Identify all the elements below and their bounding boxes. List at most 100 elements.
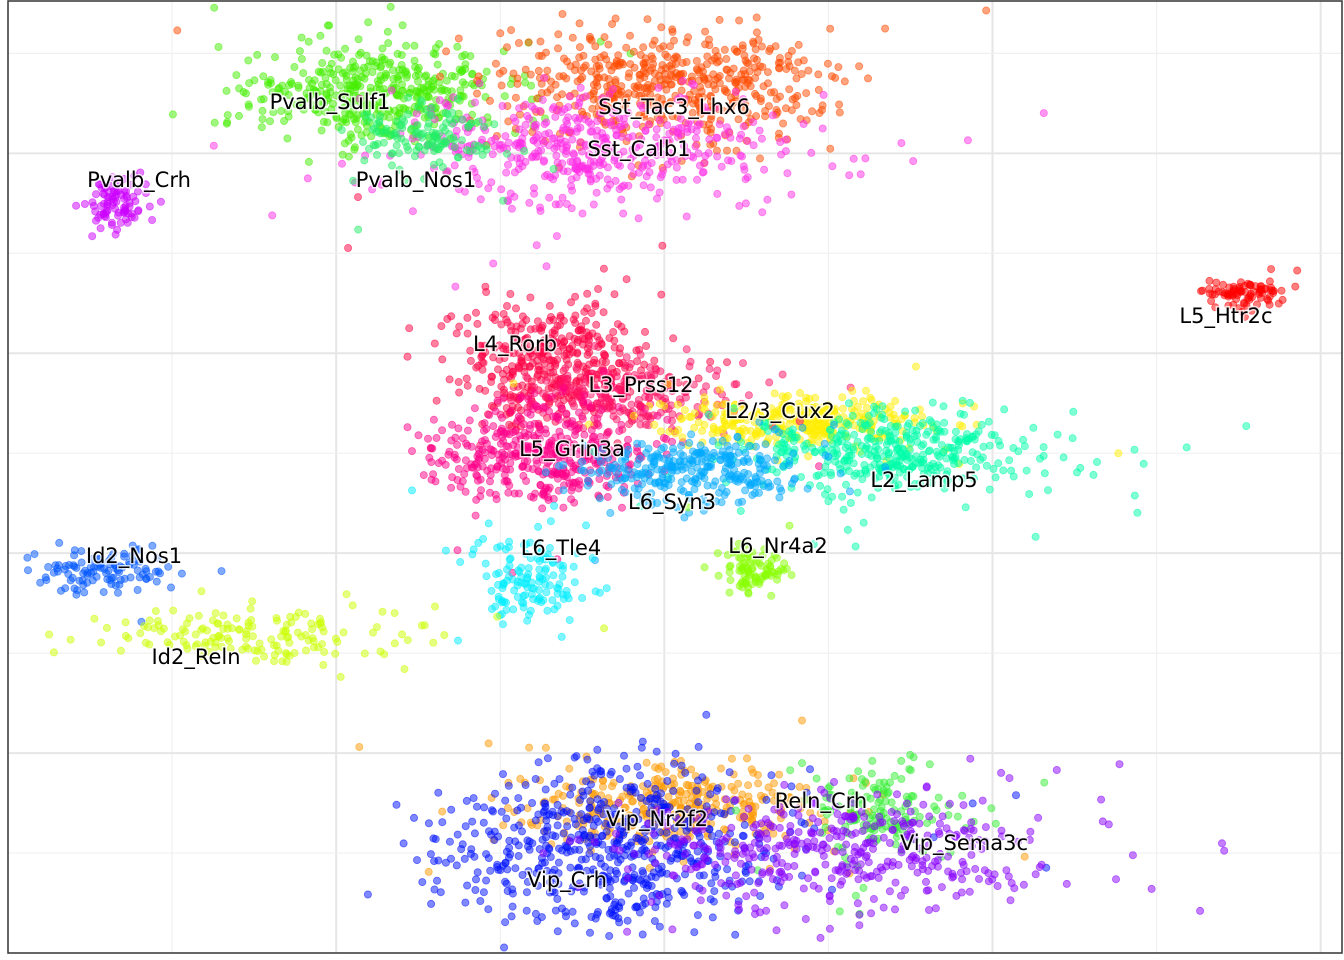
data-point bbox=[650, 420, 659, 429]
data-point bbox=[524, 38, 533, 47]
data-point bbox=[1068, 434, 1077, 443]
data-point bbox=[614, 402, 623, 411]
data-point bbox=[726, 451, 735, 460]
data-point bbox=[591, 302, 600, 311]
data-point bbox=[308, 625, 317, 634]
data-point bbox=[402, 73, 411, 82]
data-point bbox=[790, 66, 799, 75]
data-point bbox=[828, 445, 837, 454]
data-point bbox=[804, 66, 813, 75]
data-point bbox=[455, 322, 464, 331]
data-point bbox=[1039, 443, 1048, 452]
data-point bbox=[835, 100, 844, 109]
data-point bbox=[783, 169, 792, 178]
data-point bbox=[1133, 508, 1142, 517]
data-point bbox=[709, 70, 718, 79]
data-point bbox=[491, 407, 500, 416]
data-point bbox=[1291, 282, 1300, 291]
data-point bbox=[538, 504, 547, 513]
data-point bbox=[399, 839, 408, 848]
data-point bbox=[343, 97, 352, 106]
data-point bbox=[530, 105, 539, 114]
data-point bbox=[555, 461, 564, 470]
data-point bbox=[1059, 453, 1068, 462]
data-point bbox=[649, 148, 658, 157]
data-point bbox=[541, 785, 550, 794]
data-point bbox=[592, 188, 601, 197]
data-point bbox=[1130, 491, 1139, 500]
data-point bbox=[835, 108, 844, 117]
data-point bbox=[1089, 470, 1098, 479]
data-point bbox=[740, 820, 749, 829]
data-point bbox=[812, 471, 821, 480]
data-point bbox=[80, 199, 89, 208]
data-point bbox=[994, 436, 1003, 445]
data-point bbox=[489, 259, 498, 268]
data-point bbox=[337, 159, 346, 168]
data-point bbox=[570, 421, 579, 430]
data-point bbox=[541, 468, 550, 477]
data-point bbox=[403, 636, 412, 645]
data-point bbox=[549, 494, 558, 503]
data-point bbox=[678, 175, 687, 184]
data-point bbox=[127, 212, 136, 221]
data-point bbox=[701, 27, 710, 36]
data-point bbox=[432, 396, 441, 405]
data-point bbox=[435, 40, 444, 49]
data-point bbox=[502, 442, 511, 451]
data-point bbox=[720, 45, 729, 54]
data-point bbox=[512, 304, 521, 313]
data-point bbox=[134, 207, 143, 216]
data-point bbox=[541, 425, 550, 434]
data-point bbox=[863, 434, 872, 443]
data-point bbox=[463, 381, 472, 390]
data-point bbox=[559, 829, 568, 838]
data-point bbox=[1040, 469, 1049, 478]
data-point bbox=[248, 597, 257, 606]
data-point bbox=[339, 628, 348, 637]
data-point bbox=[556, 311, 565, 320]
data-point bbox=[504, 781, 513, 790]
data-point bbox=[712, 103, 721, 112]
data-point bbox=[214, 619, 223, 628]
data-point bbox=[502, 315, 511, 324]
data-point bbox=[363, 117, 372, 126]
data-point bbox=[1005, 456, 1014, 465]
data-point bbox=[283, 134, 292, 143]
data-point bbox=[514, 566, 523, 575]
data-point bbox=[481, 386, 490, 395]
data-point bbox=[628, 145, 637, 154]
data-point bbox=[746, 426, 755, 435]
data-point bbox=[498, 620, 507, 629]
data-point bbox=[340, 103, 349, 112]
data-point bbox=[779, 119, 788, 128]
data-point bbox=[572, 378, 581, 387]
data-point bbox=[498, 102, 507, 111]
data-point bbox=[66, 635, 75, 644]
data-point bbox=[393, 73, 402, 82]
data-point bbox=[430, 339, 439, 348]
data-point bbox=[308, 90, 317, 99]
data-point bbox=[348, 601, 357, 610]
data-point bbox=[405, 324, 414, 333]
data-point bbox=[438, 355, 447, 364]
data-point bbox=[521, 100, 530, 109]
data-point bbox=[763, 195, 772, 204]
data-point bbox=[637, 439, 646, 448]
data-point bbox=[727, 754, 736, 763]
data-point bbox=[506, 465, 515, 474]
data-point bbox=[476, 195, 485, 204]
data-point bbox=[194, 611, 203, 620]
data-point bbox=[659, 443, 668, 452]
data-point bbox=[1265, 292, 1274, 301]
data-point bbox=[493, 543, 502, 552]
data-point bbox=[749, 811, 758, 820]
data-point bbox=[485, 410, 494, 419]
data-point bbox=[277, 107, 286, 116]
data-point bbox=[479, 535, 488, 544]
data-point bbox=[749, 768, 758, 777]
data-point bbox=[735, 16, 744, 25]
data-point bbox=[663, 121, 672, 130]
data-point bbox=[482, 572, 491, 581]
data-point bbox=[222, 119, 231, 128]
